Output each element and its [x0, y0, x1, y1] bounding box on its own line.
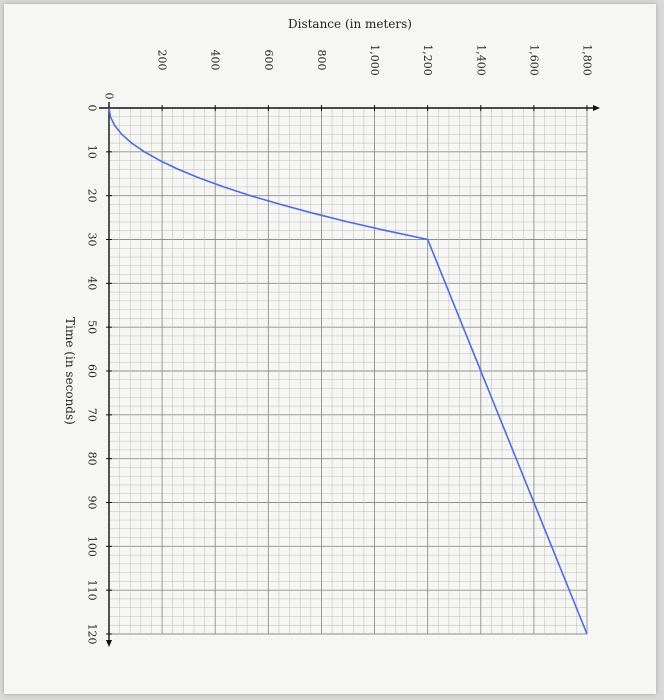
x-tick-label: 30: [86, 233, 99, 247]
x-tick-label: 0: [86, 105, 99, 112]
x-tick-label: 40: [86, 276, 99, 290]
x-axis-arrow: [106, 640, 112, 647]
graph-paper: [4, 4, 656, 694]
y-tick-label: 600: [262, 50, 275, 71]
y-tick-label: 1,800: [581, 44, 594, 76]
y-tick-label: 1,200: [421, 44, 434, 76]
y-tick-label: 800: [315, 50, 328, 71]
y-tick-label: 0: [103, 93, 116, 100]
tick-labels: 0 10 20 30 40 50 60 70 80 90 100 110 120 0 200 400 600 80…: [86, 44, 594, 644]
x-tick-label: 100: [86, 536, 99, 557]
x-tick-label: 60: [86, 364, 99, 378]
y-tick-label: 400: [209, 50, 222, 71]
y-tick-label: 200: [156, 50, 169, 71]
y-axis-label: Distance (in meters): [288, 17, 412, 31]
y-axis-arrow: [593, 105, 600, 111]
x-tick-label: 90: [86, 496, 99, 510]
distance-series-line: [108, 107, 588, 635]
grid: [108, 107, 588, 635]
x-tick-label: 120: [86, 624, 99, 645]
axes: [99, 102, 600, 647]
y-tick-label: 1,400: [474, 44, 487, 76]
x-tick-label: 110: [86, 580, 99, 601]
x-tick-label: 10: [86, 145, 99, 159]
x-axis-label: Time (in seconds): [63, 317, 77, 425]
y-tick-label: 1,000: [368, 44, 381, 76]
x-tick-label: 80: [86, 452, 99, 466]
x-tick-label: 20: [86, 189, 99, 203]
x-tick-label: 70: [86, 408, 99, 422]
y-tick-label: 1,600: [527, 44, 540, 76]
x-tick-label: 50: [86, 320, 99, 334]
